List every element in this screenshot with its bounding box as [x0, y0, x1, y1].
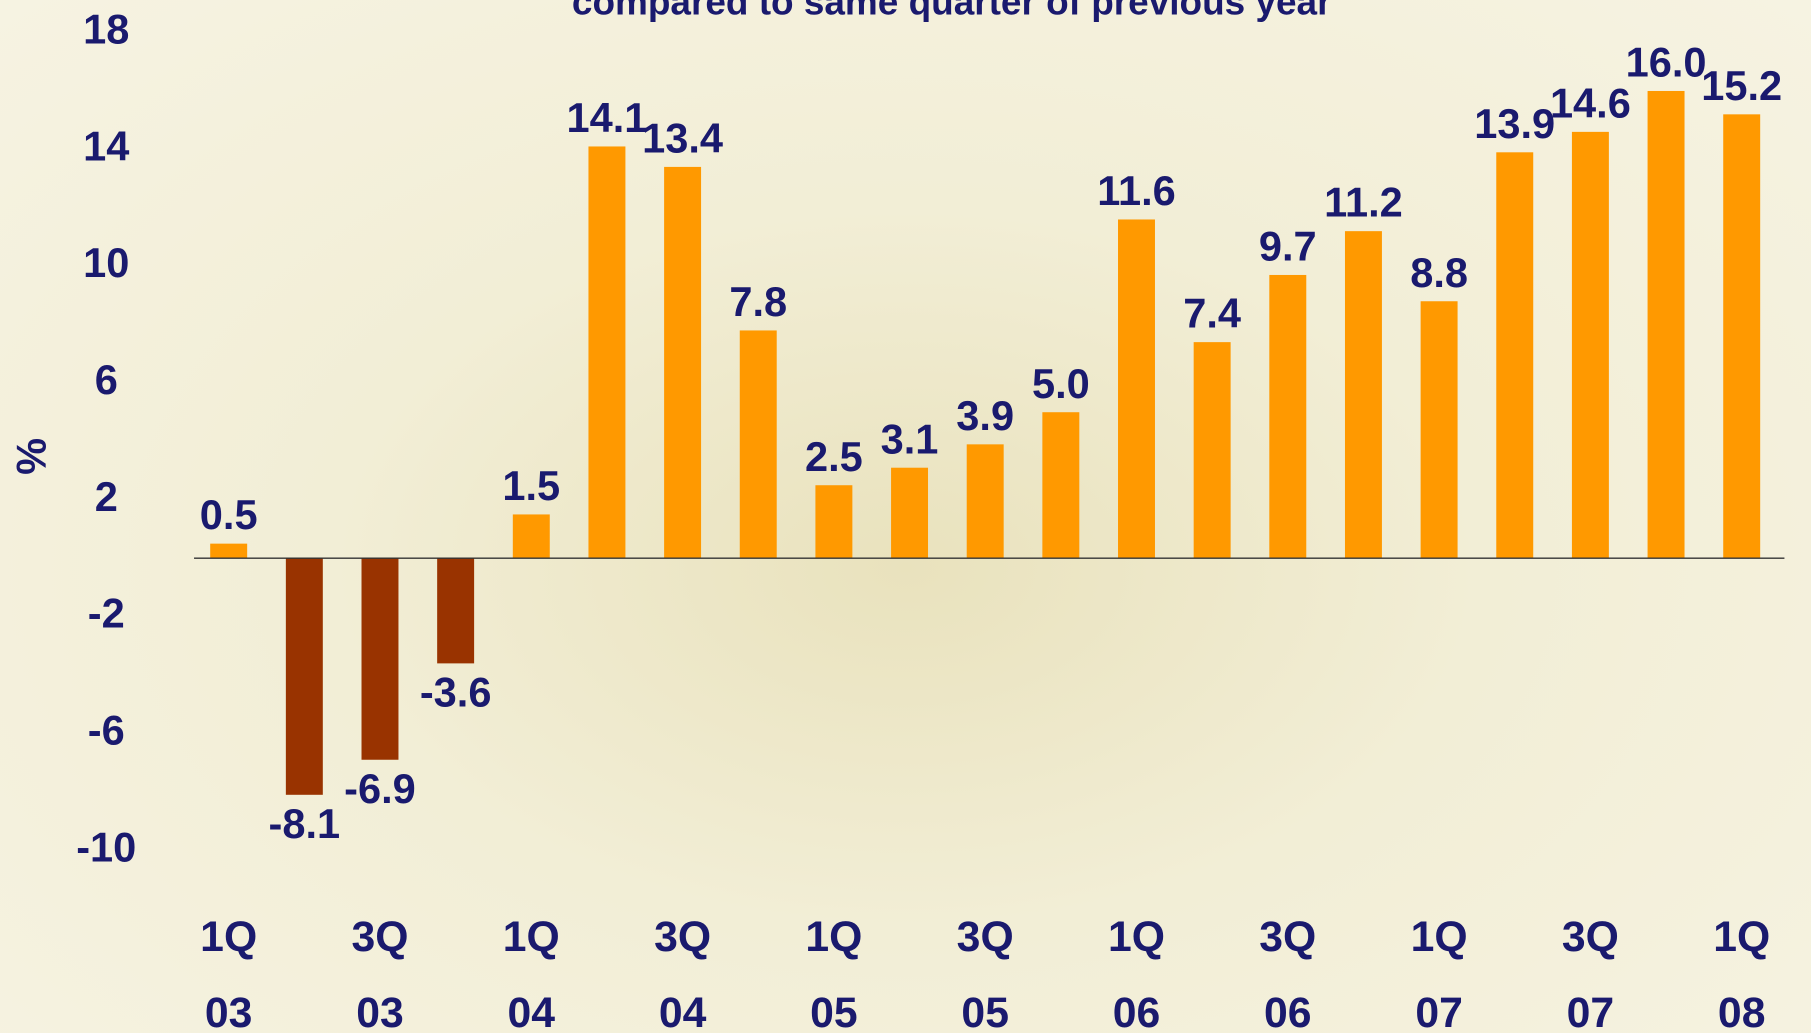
- bar: [1648, 91, 1685, 558]
- bar: [664, 167, 701, 558]
- y-tick-label: -6: [88, 706, 125, 753]
- y-tick-label: -10: [76, 823, 136, 870]
- x-tick-label: 3Q 06: [1242, 899, 1334, 1033]
- bar: [1723, 114, 1760, 558]
- value-label: 8.8: [1410, 249, 1468, 296]
- y-axis-label: %: [8, 438, 55, 475]
- x-tick-container: 3Q 05: [939, 899, 1031, 1033]
- bar: [1269, 275, 1306, 558]
- x-tick-container: 1Q 03: [182, 899, 274, 1033]
- value-label: 3.1: [881, 415, 939, 462]
- x-tick-container: 3Q 04: [636, 899, 728, 1033]
- x-tick-container: 1Q 04: [485, 899, 577, 1033]
- bar: [437, 558, 474, 663]
- bar: [1194, 342, 1231, 558]
- y-tick-label: 18: [83, 6, 129, 53]
- y-tick-label: 14: [83, 122, 129, 169]
- x-tick-label: 1Q 05: [788, 899, 880, 1033]
- bar: [286, 558, 323, 795]
- x-tick-label: 1Q 08: [1696, 899, 1788, 1033]
- x-tick-container: 3Q 03: [334, 899, 426, 1033]
- bar: [1118, 219, 1155, 558]
- x-tick-container: 3Q 07: [1544, 899, 1636, 1033]
- value-label: 3.9: [956, 392, 1014, 439]
- value-label: 9.7: [1259, 223, 1317, 270]
- x-tick-label: 3Q 03: [334, 899, 426, 1033]
- chart-title: compared to same quarter of previous yea…: [572, 0, 1332, 23]
- x-tick-container: 1Q 08: [1696, 899, 1788, 1033]
- value-label: 1.5: [502, 462, 560, 509]
- value-label: -6.9: [344, 765, 416, 812]
- bar: [1496, 152, 1533, 558]
- value-label: 5.0: [1032, 360, 1090, 407]
- chart: compared to same quarter of previous yea…: [0, 0, 1811, 1033]
- value-label: 11.2: [1324, 179, 1403, 226]
- x-tick-container: 1Q 07: [1393, 899, 1485, 1033]
- y-tick-label: 10: [83, 239, 129, 286]
- x-tick-label: 1Q 03: [182, 899, 274, 1033]
- bar: [815, 485, 852, 558]
- x-tick-container: 3Q 06: [1242, 899, 1334, 1033]
- x-tick-label: 1Q 06: [1090, 899, 1182, 1033]
- bar: [513, 514, 550, 558]
- x-tick-container: 1Q 06: [1090, 899, 1182, 1033]
- x-tick-container: 1Q 05: [788, 899, 880, 1033]
- value-label: 13.4: [642, 114, 723, 161]
- x-tick-label: 3Q 05: [939, 899, 1031, 1033]
- value-label: 13.9: [1474, 100, 1555, 147]
- bar: [740, 330, 777, 558]
- bar: [1345, 231, 1382, 558]
- value-label: 7.4: [1183, 290, 1241, 337]
- value-label: 2.5: [805, 433, 863, 480]
- value-label: 14.6: [1550, 79, 1631, 126]
- value-label: -3.6: [420, 669, 492, 716]
- bar: [967, 444, 1004, 558]
- value-label: 14.1: [566, 94, 647, 141]
- x-tick-label: 3Q 04: [636, 899, 728, 1033]
- value-label: 15.2: [1701, 62, 1782, 109]
- x-tick-label: 3Q 07: [1544, 899, 1636, 1033]
- value-label: 11.6: [1097, 167, 1176, 214]
- value-label: 0.5: [200, 491, 258, 538]
- y-tick-label: -2: [88, 590, 125, 637]
- value-label: 16.0: [1626, 39, 1707, 86]
- bar: [210, 544, 247, 559]
- x-tick-label: 1Q 04: [485, 899, 577, 1033]
- bar: [1572, 132, 1609, 558]
- value-label: -8.1: [269, 800, 341, 847]
- bar: [1421, 301, 1458, 558]
- bar: [1042, 412, 1079, 558]
- y-tick-label: 6: [95, 356, 118, 403]
- bar: [588, 146, 625, 558]
- y-tick-label: 2: [95, 473, 118, 520]
- value-label: 7.8: [729, 278, 787, 325]
- bar: [891, 468, 928, 559]
- bar: [362, 558, 399, 760]
- x-tick-label: 1Q 07: [1393, 899, 1485, 1033]
